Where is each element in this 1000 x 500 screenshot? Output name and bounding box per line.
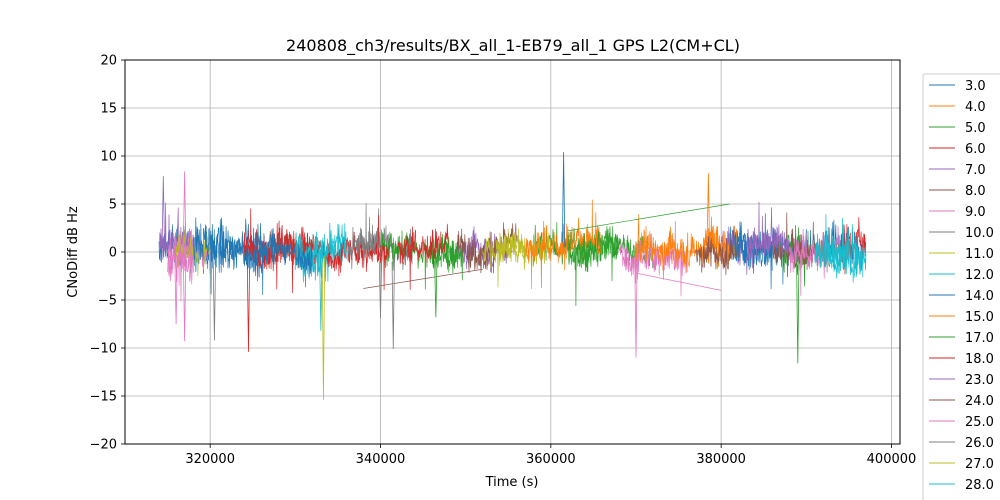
spike-17.0 — [796, 256, 800, 364]
legend-label: 24.0 — [965, 394, 994, 409]
legend-label: 17.0 — [965, 331, 994, 346]
series-connector-5.0 — [567, 203, 730, 232]
series-line-18.0 — [397, 223, 449, 291]
legend-label: 15.0 — [965, 310, 994, 325]
legend-label: 6.0 — [965, 142, 986, 157]
y-tick-label: 5 — [109, 198, 117, 213]
spike-10.0 — [391, 256, 395, 349]
legend-frame — [922, 73, 1000, 500]
legend-item: 12.0 — [929, 268, 994, 283]
spike-9.0 — [183, 256, 187, 342]
legend-item: 6.0 — [929, 142, 986, 157]
series-line-11.0 — [175, 230, 211, 277]
spike-9.0 — [634, 256, 638, 358]
x-tick-label: 400000 — [867, 452, 917, 467]
y-axis-label: CNoDiff dB Hz — [66, 206, 81, 298]
series-line-26.0 — [346, 224, 381, 270]
legend-label: 23.0 — [965, 373, 994, 388]
legend: 3.0 4.0 5.0 6.0 7.0 8.0 9.0 10.0 11.0 12.0 14.0 15.… — [922, 73, 1000, 500]
series-line-23.0 — [746, 201, 790, 260]
y-ticks: −20 −15 −10 −5 0 5 10 15 20 — [90, 54, 125, 453]
legend-item: 7.0 — [929, 163, 986, 178]
spike-12.0 — [319, 256, 323, 331]
series-line-27.0 — [482, 228, 526, 288]
legend-label: 10.0 — [965, 226, 994, 241]
legend-label: 26.0 — [965, 436, 994, 451]
legend-item: 15.0 — [929, 310, 994, 325]
legend-item: 11.0 — [929, 247, 994, 262]
legend-item: 28.0 — [929, 478, 994, 493]
legend-label: 14.0 — [965, 289, 994, 304]
legend-item: 8.0 — [929, 184, 986, 199]
legend-item: 10.0 — [929, 226, 994, 241]
legend-item: 5.0 — [929, 121, 986, 136]
legend-label: 3.0 — [965, 79, 986, 94]
legend-item: 17.0 — [929, 331, 994, 346]
legend-item: 18.0 — [929, 352, 994, 367]
plot-area — [158, 152, 867, 400]
y-tick-label: 10 — [100, 150, 117, 165]
series-line-15.0 — [524, 199, 603, 289]
legend-label: 28.0 — [965, 478, 994, 493]
y-tick-label: −15 — [90, 390, 117, 405]
y-tick-label: 20 — [100, 54, 117, 69]
legend-item: 9.0 — [929, 205, 986, 220]
legend-label: 25.0 — [965, 415, 994, 430]
spike-4.0 — [706, 173, 710, 248]
legend-label: 27.0 — [965, 457, 994, 472]
series-line-28.0 — [294, 222, 347, 277]
y-tick-label: −5 — [98, 294, 117, 309]
legend-item: 24.0 — [929, 394, 994, 409]
spike-14.0 — [561, 152, 566, 248]
spike-27.0 — [321, 256, 326, 400]
legend-item: 23.0 — [929, 373, 994, 388]
series-line-8.0 — [456, 222, 517, 274]
x-tick-label: 340000 — [356, 452, 406, 467]
y-tick-label: −10 — [90, 342, 117, 357]
series-line-17.0 — [567, 225, 620, 273]
legend-label: 4.0 — [965, 100, 986, 115]
x-tick-label: 360000 — [526, 452, 576, 467]
legend-item: 14.0 — [929, 289, 994, 304]
legend-item: 26.0 — [929, 436, 994, 451]
series-line-14.0 — [192, 217, 262, 295]
legend-label: 18.0 — [965, 352, 994, 367]
series-connector-9.0 — [635, 272, 722, 291]
series-line-29.0 — [252, 227, 313, 296]
spike-10.0 — [212, 256, 217, 341]
series-line-28.0 — [814, 214, 858, 279]
series-connector-8.0 — [363, 268, 483, 289]
legend-label: 12.0 — [965, 268, 994, 283]
x-ticks: 320000 340000 360000 380000 400000 — [185, 444, 916, 467]
y-tick-label: 15 — [100, 102, 117, 117]
spike-7.0 — [161, 176, 165, 248]
legend-item: 25.0 — [929, 415, 994, 430]
x-axis-label: Time (s) — [485, 475, 539, 490]
chart-title: 240808_ch3/results/BX_all_1-EB79_all_1 G… — [286, 36, 740, 56]
spike-25.0 — [174, 256, 178, 325]
spike-25.0 — [183, 171, 187, 248]
series-line-25.0 — [167, 236, 194, 286]
legend-label: 11.0 — [965, 247, 994, 262]
x-tick-label: 320000 — [185, 452, 235, 467]
spike-6.0 — [246, 256, 251, 352]
legend-label: 7.0 — [965, 163, 986, 178]
spike-10.0 — [378, 256, 383, 319]
legend-item: 3.0 — [929, 79, 986, 94]
y-tick-label: 0 — [109, 246, 117, 261]
series-line-5.0 — [431, 239, 466, 281]
legend-label: 5.0 — [965, 121, 986, 136]
series-line-24.0 — [695, 231, 739, 276]
y-tick-label: −20 — [90, 438, 117, 453]
legend-item: 27.0 — [929, 457, 994, 472]
x-tick-label: 380000 — [696, 452, 746, 467]
legend-label: 8.0 — [965, 184, 986, 199]
spike-5.0 — [434, 256, 438, 318]
legend-item: 4.0 — [929, 100, 986, 115]
legend-label: 9.0 — [965, 205, 986, 220]
